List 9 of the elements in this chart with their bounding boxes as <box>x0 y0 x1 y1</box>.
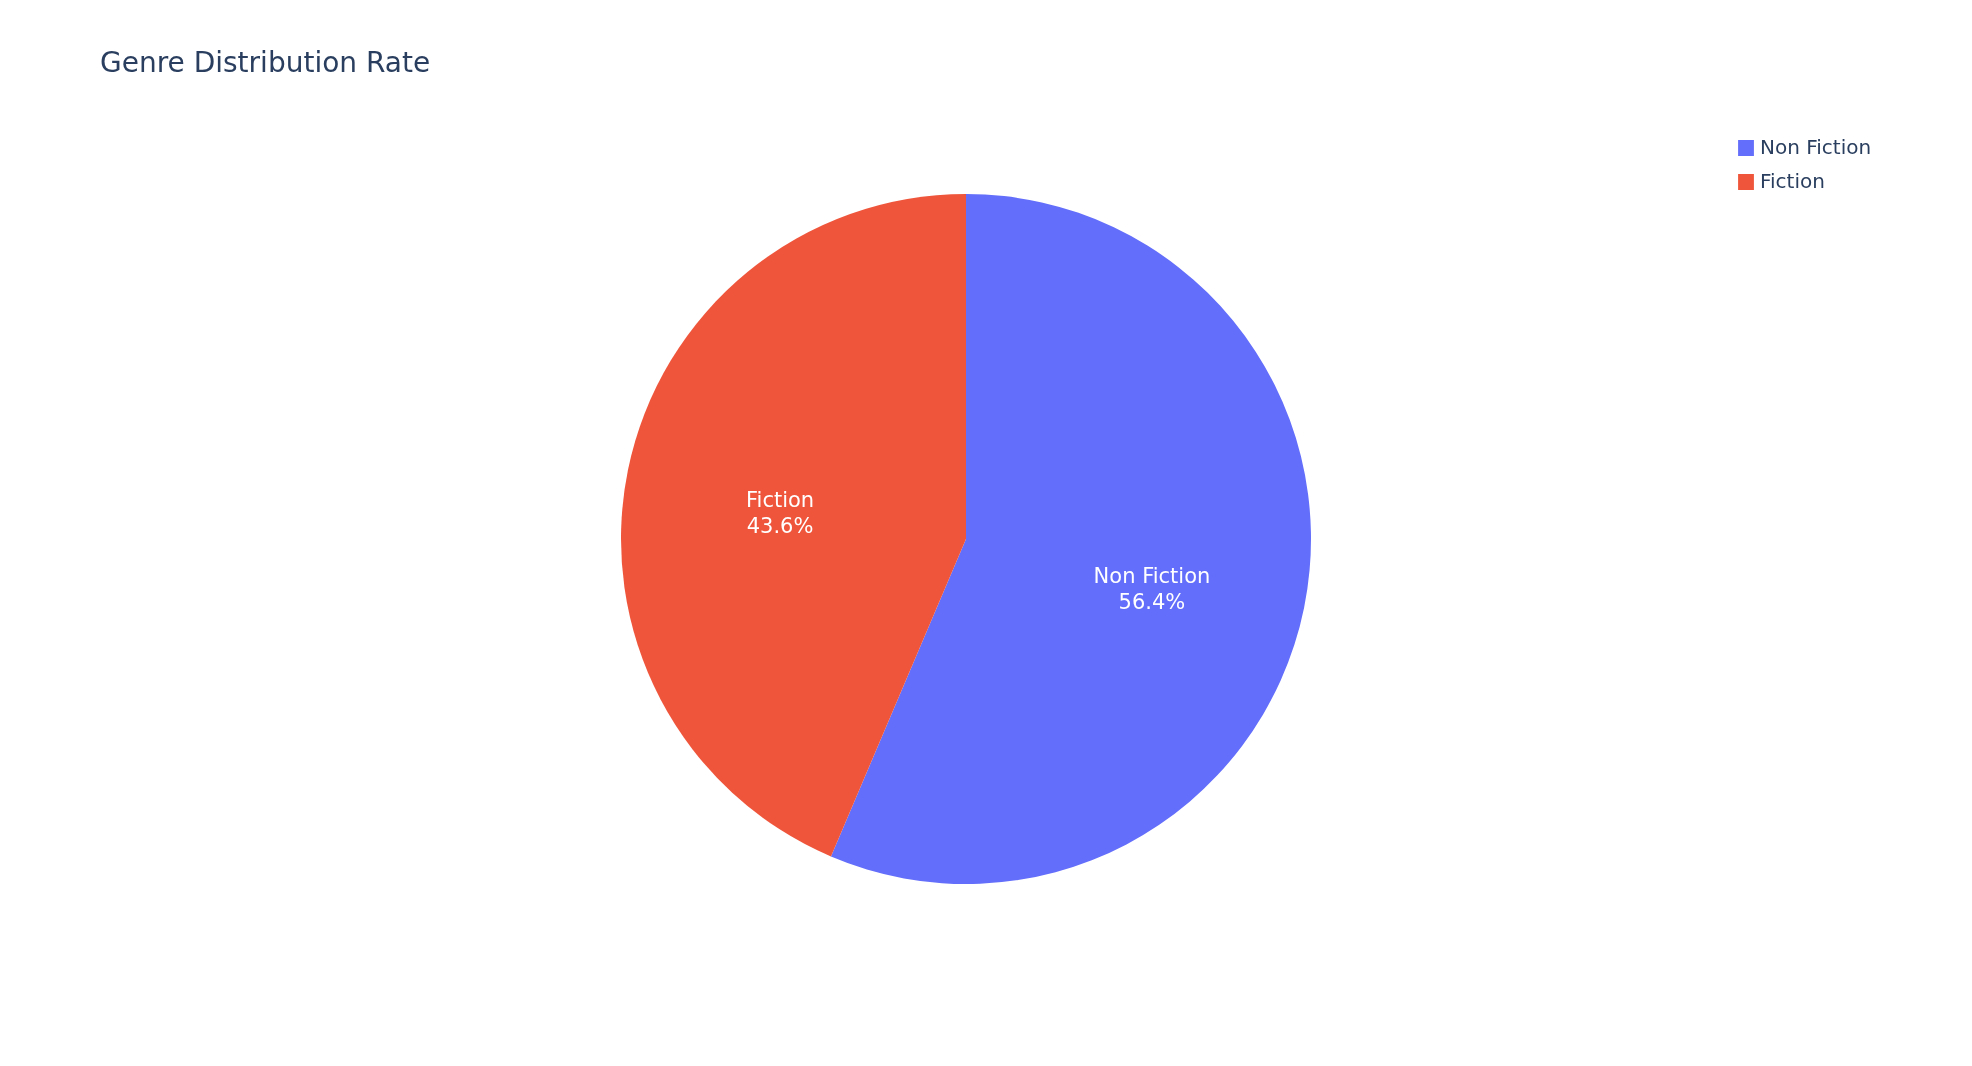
pie-slice <box>830 194 1311 884</box>
slice-label: Fiction <box>745 488 815 513</box>
pie-slice <box>621 194 966 857</box>
slice-label: Non Fiction <box>1093 563 1211 588</box>
data-label: 56.4% <box>1118 589 1186 614</box>
legend-label: Non Fiction <box>1760 135 1872 159</box>
data-label: 43.6% <box>746 514 814 539</box>
legend-label: Fiction <box>1760 169 1825 193</box>
text: Genre Distribution Rate <box>100 46 431 79</box>
